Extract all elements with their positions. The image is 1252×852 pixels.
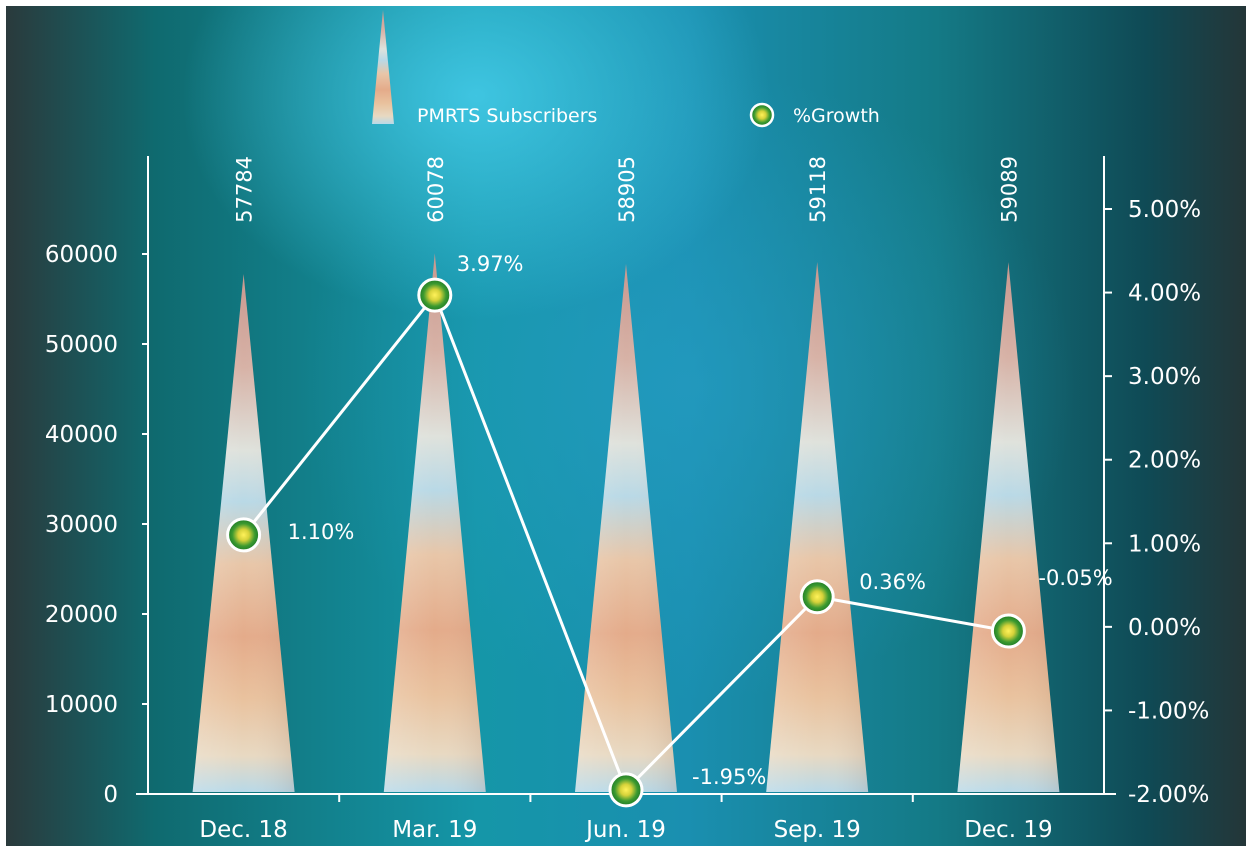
category-label: Jun. 19 xyxy=(584,817,666,843)
growth-marker xyxy=(417,277,453,313)
right-tick-label: 2.00% xyxy=(1128,448,1201,474)
left-tick-label: 60000 xyxy=(45,242,118,268)
growth-marker xyxy=(226,517,262,553)
bar-value-label: 59089 xyxy=(997,156,1021,223)
growth-label: -1.95% xyxy=(692,765,766,789)
pyramid-bar-shade xyxy=(575,263,677,793)
growth-series: 1.10% 3.97% -1.95% 0.36% -0.05% xyxy=(226,252,1113,808)
category-label: Dec. 19 xyxy=(964,817,1052,843)
growth-marker xyxy=(799,579,835,615)
bar-value-label: 58905 xyxy=(615,156,639,223)
x-axis-ticks: Dec. 18 Mar. 19 Jun. 19 Sep. 19 Dec. 19 xyxy=(199,794,1053,843)
left-tick-label: 20000 xyxy=(45,602,118,628)
pyramid-bar-shade xyxy=(766,261,869,792)
category-label: Mar. 19 xyxy=(392,817,477,843)
left-tick-label: 0 xyxy=(103,782,118,808)
pyramid-bars xyxy=(192,253,1060,793)
pyramid-bar-shade xyxy=(383,253,486,793)
left-tick-label: 50000 xyxy=(45,332,118,358)
bar-value-label: 59118 xyxy=(806,156,830,223)
chart-stage: PMRTS Subscribers %Growth 0 10000 20000 300… xyxy=(6,6,1246,846)
chart-svg: PMRTS Subscribers %Growth 0 10000 20000 300… xyxy=(45,10,1209,843)
right-tick-label: 5.00% xyxy=(1128,197,1201,223)
pyramid-bar-shade xyxy=(957,262,1060,793)
right-tick-label: 0.00% xyxy=(1128,615,1201,641)
value-labels: 57784 60078 58905 59118 59089 xyxy=(233,156,1022,223)
left-tick-label: 10000 xyxy=(45,692,118,718)
legend-growth-marker xyxy=(749,102,775,128)
category-label: Dec. 18 xyxy=(199,817,287,843)
growth-label: 0.36% xyxy=(859,570,926,594)
right-tick-label: 4.00% xyxy=(1128,281,1201,307)
right-tick-label: 1.00% xyxy=(1128,531,1201,557)
left-tick-label: 40000 xyxy=(45,422,118,448)
legend: PMRTS Subscribers %Growth xyxy=(372,10,880,128)
growth-label: -0.05% xyxy=(1038,566,1112,590)
right-tick-label: -1.00% xyxy=(1128,698,1209,724)
bar-value-label: 57784 xyxy=(233,156,257,223)
legend-label-subscribers: PMRTS Subscribers xyxy=(417,105,597,127)
right-tick-label: -2.00% xyxy=(1128,782,1209,808)
growth-label: 3.97% xyxy=(457,252,524,276)
legend-label-growth: %Growth xyxy=(793,105,880,127)
left-axis-ticks: 0 10000 20000 30000 40000 50000 60000 xyxy=(45,242,148,808)
right-axis-ticks: -2.00% -1.00% 0.00% 1.00% 2.00% 3.00% 4.00% 5.0… xyxy=(1104,197,1209,808)
left-tick-label: 30000 xyxy=(45,512,118,538)
growth-label: 1.10% xyxy=(288,520,355,544)
category-label: Sep. 19 xyxy=(774,817,861,843)
right-tick-label: 3.00% xyxy=(1128,364,1201,390)
growth-marker xyxy=(990,613,1026,649)
growth-marker xyxy=(608,772,644,808)
legend-pyramid-swatch xyxy=(372,10,394,124)
bar-value-label: 60078 xyxy=(424,156,448,223)
